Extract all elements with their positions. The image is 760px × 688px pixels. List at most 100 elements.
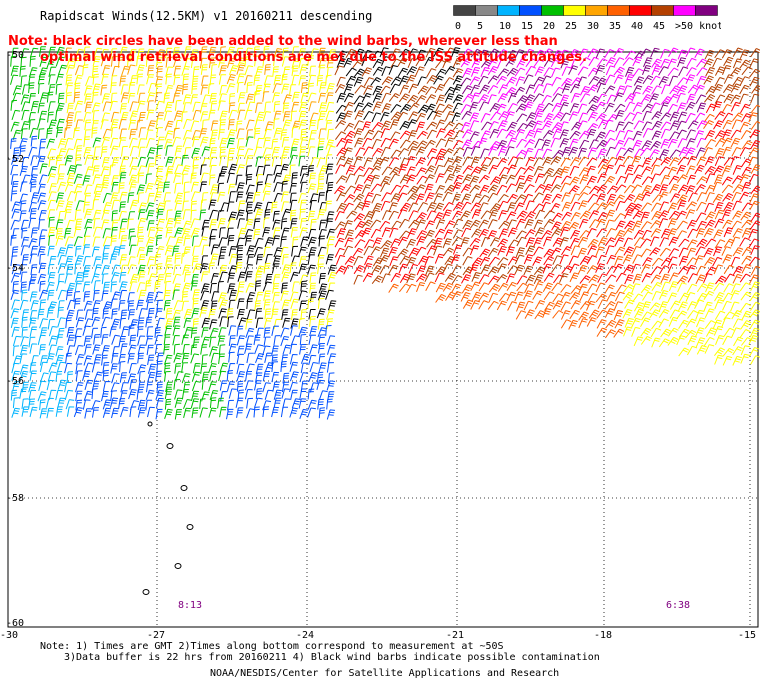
- wind-barb: [434, 155, 445, 166]
- wind-barb: [316, 379, 325, 391]
- wind-barb: [172, 283, 181, 294]
- wind-barb: [694, 255, 704, 266]
- wind-barb: [650, 327, 662, 338]
- wind-barb: [596, 218, 607, 229]
- wind-barb: [389, 131, 401, 141]
- wind-barb: [703, 301, 713, 312]
- wind-barb: [578, 200, 588, 211]
- wind-barb: [694, 84, 705, 95]
- wind-barb: [732, 47, 743, 58]
- wind-barb: [363, 157, 373, 168]
- wind-barb: [415, 246, 427, 256]
- wind-barb: [57, 254, 67, 265]
- wind-barb: [559, 121, 569, 132]
- wind-barb: [397, 148, 409, 157]
- wind-barb: [433, 75, 444, 85]
- wind-barb: [273, 182, 283, 193]
- wind-barb: [750, 245, 760, 256]
- wind-barb: [262, 55, 270, 67]
- wind-barb: [280, 336, 290, 347]
- wind-barb: [462, 266, 474, 276]
- wind-barb: [282, 119, 292, 130]
- wind-barb: [443, 121, 455, 130]
- wind-barb: [596, 82, 606, 93]
- wind-barb: [543, 113, 554, 123]
- wind-barb: [208, 407, 217, 418]
- wind-barb: [229, 253, 238, 265]
- wind-barb: [236, 380, 244, 392]
- wind-barb: [460, 210, 471, 220]
- wind-barb: [731, 175, 743, 185]
- wind-barb: [658, 301, 669, 312]
- wind-barb: [723, 283, 734, 293]
- wind-barb: [110, 92, 118, 104]
- wind-barb: [381, 192, 392, 202]
- wind-barb: [568, 111, 579, 122]
- wind-barb: [561, 146, 571, 157]
- wind-barb: [560, 220, 572, 231]
- wind-barb: [273, 101, 281, 113]
- wind-barb: [246, 254, 254, 265]
- wind-barb: [64, 236, 74, 247]
- wind-barb: [208, 363, 217, 374]
- wind-barb: [219, 406, 227, 418]
- wind-barb: [102, 228, 111, 239]
- wind-barb: [128, 174, 138, 185]
- wind-barb: [200, 84, 209, 95]
- wind-barb: [460, 183, 472, 194]
- wind-barb: [442, 191, 453, 202]
- wind-barb: [471, 58, 482, 68]
- wind-barb: [713, 229, 724, 239]
- wind-barb: [661, 281, 671, 292]
- wind-barb: [507, 239, 519, 249]
- wind-barb: [191, 274, 199, 285]
- wind-barb: [227, 148, 235, 159]
- wind-barb: [525, 274, 536, 284]
- wind-barb: [451, 47, 461, 58]
- wind-barb: [190, 353, 200, 364]
- wind-barb: [497, 68, 510, 78]
- wind-barb: [399, 84, 410, 95]
- wind-barb: [685, 74, 696, 85]
- wind-barb: [136, 184, 146, 195]
- wind-barb: [424, 220, 435, 230]
- wind-barb: [416, 175, 428, 185]
- wind-barb: [704, 320, 716, 329]
- wind-barb: [543, 272, 555, 282]
- wind-barb: [714, 49, 726, 59]
- wind-barb: [325, 218, 334, 229]
- wind-barb: [696, 58, 708, 68]
- wind-barb: [29, 208, 37, 219]
- wind-barb: [669, 157, 680, 167]
- wind-barb: [541, 75, 552, 85]
- wind-barb: [624, 317, 634, 328]
- wind-barb: [271, 325, 279, 337]
- wind-barb: [516, 236, 527, 247]
- wind-barb: [667, 327, 679, 337]
- wind-barb: [694, 327, 705, 338]
- wind-barb: [209, 184, 219, 195]
- wind-barb: [478, 174, 490, 184]
- colorbar-label: 35: [609, 21, 621, 32]
- wind-barb: [524, 211, 536, 220]
- wind-barb: [102, 192, 112, 204]
- wind-barb: [354, 220, 366, 230]
- wind-barb: [183, 271, 191, 283]
- wind-barb: [642, 291, 653, 301]
- wind-barb: [299, 344, 307, 355]
- wind-barb: [217, 335, 226, 346]
- wind-barb: [595, 77, 607, 87]
- wind-barb: [28, 382, 37, 393]
- wind-barb: [541, 94, 552, 105]
- wind-barb: [444, 255, 456, 265]
- wind-barb: [543, 174, 554, 185]
- wind-barb: [298, 58, 307, 69]
- wind-barb: [263, 299, 271, 310]
- wind-barb: [442, 202, 454, 211]
- wind-barb: [228, 335, 236, 346]
- wind-barb: [694, 299, 705, 309]
- lon-label: -30: [0, 630, 19, 641]
- wind-barb: [462, 146, 473, 157]
- wind-barb: [173, 343, 180, 355]
- wind-barb: [425, 47, 436, 58]
